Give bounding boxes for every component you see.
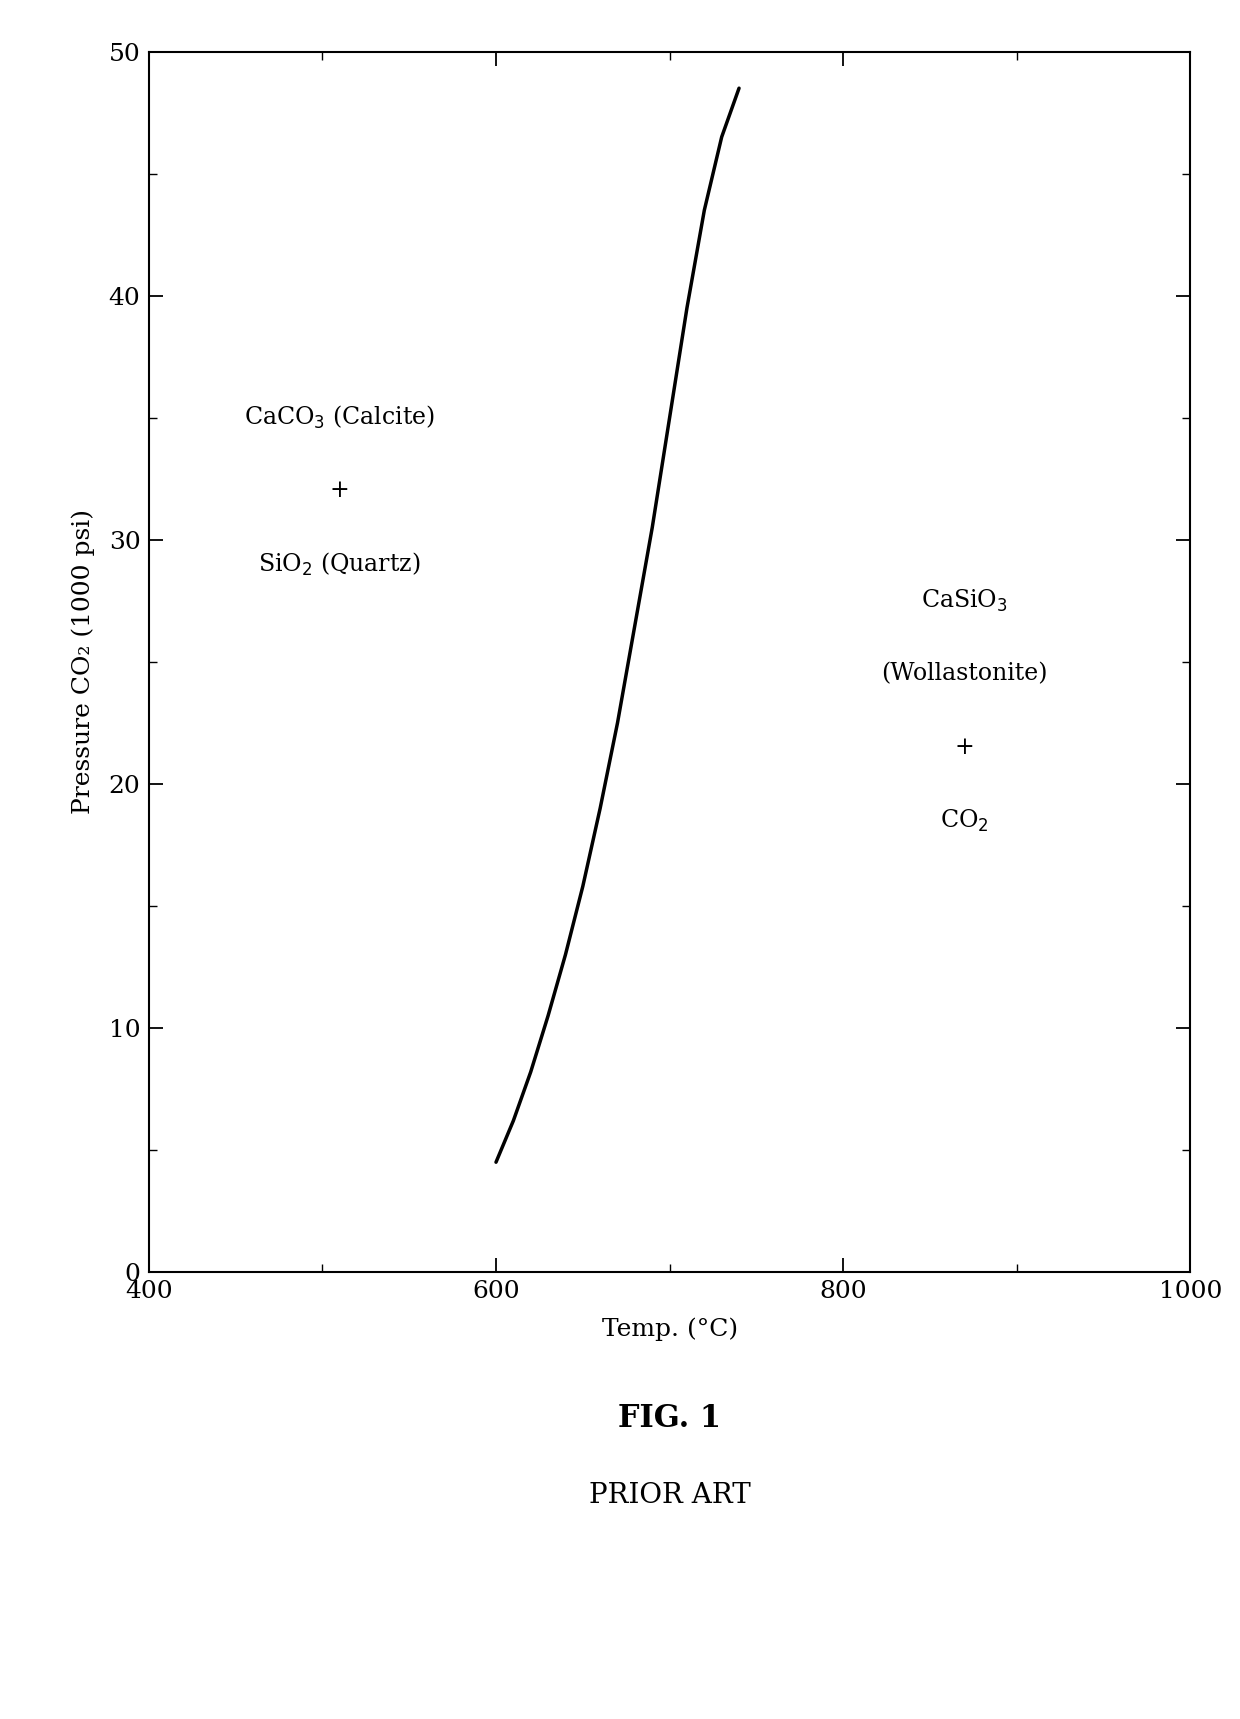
Text: +: + xyxy=(955,736,975,758)
Text: CaCO$_3$ (Calcite): CaCO$_3$ (Calcite) xyxy=(244,404,435,431)
Text: +: + xyxy=(330,480,350,502)
Text: CO$_2$: CO$_2$ xyxy=(940,808,990,834)
Text: CaSiO$_3$: CaSiO$_3$ xyxy=(921,588,1008,614)
Y-axis label: Pressure CO₂ (1000 psi): Pressure CO₂ (1000 psi) xyxy=(71,509,94,815)
Text: FIG. 1: FIG. 1 xyxy=(618,1403,722,1434)
Text: SiO$_2$ (Quartz): SiO$_2$ (Quartz) xyxy=(258,550,422,578)
Text: PRIOR ART: PRIOR ART xyxy=(589,1482,750,1509)
X-axis label: Temp. (°C): Temp. (°C) xyxy=(601,1317,738,1341)
Text: (Wollastonite): (Wollastonite) xyxy=(882,662,1048,686)
